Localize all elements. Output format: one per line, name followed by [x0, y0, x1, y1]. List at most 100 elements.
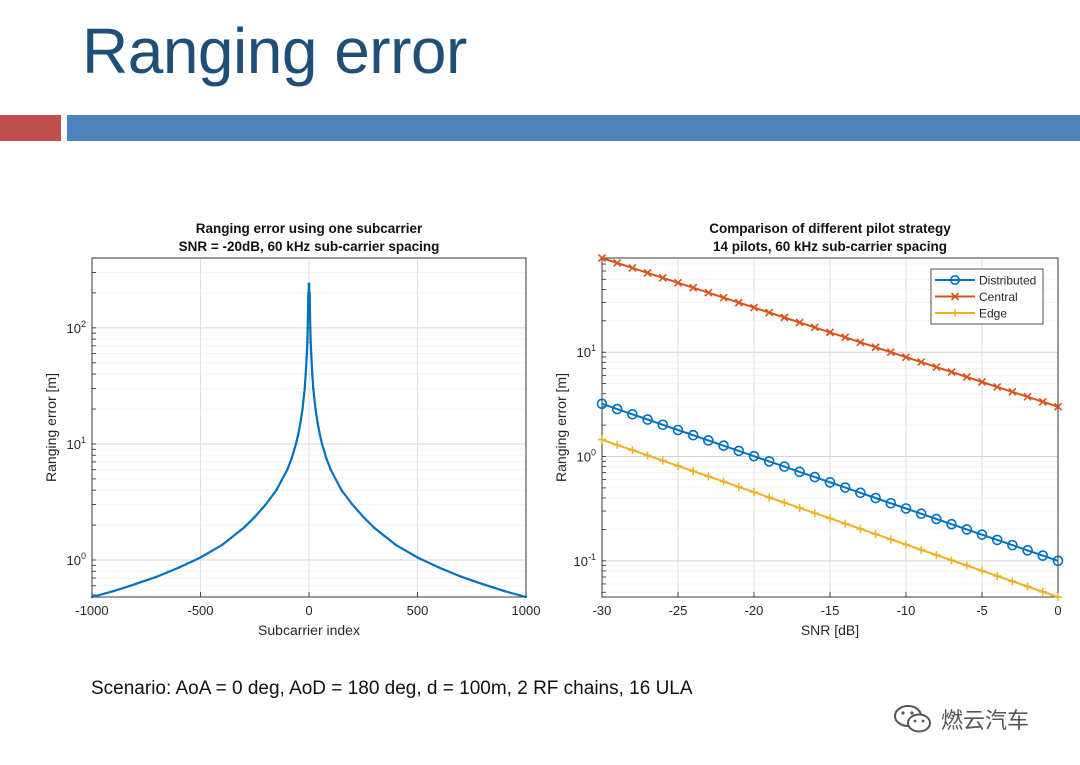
left-data-point [329, 468, 332, 471]
right-axes-box [601, 257, 1059, 598]
marker-central [689, 283, 698, 292]
marker-edge [1008, 577, 1017, 586]
left-data-point [308, 317, 311, 320]
left-data-point [221, 543, 224, 547]
left-data-point [311, 372, 314, 376]
marker-edge [689, 467, 698, 476]
left-data-point [301, 407, 304, 411]
left-data-point [309, 326, 312, 330]
marker-central [962, 372, 971, 382]
marker-edge [917, 545, 926, 554]
marker-central [901, 353, 911, 362]
right-x-tick-label: -30 [593, 603, 612, 618]
marker-distributed [596, 398, 608, 410]
marker-central [749, 303, 759, 312]
marker-edge [841, 519, 850, 528]
right-y-axis-label: Ranging error [m] [553, 373, 569, 482]
accent-bar-blue [67, 115, 1080, 141]
left-data-point [303, 387, 306, 390]
right-x-tick-label: -15 [821, 603, 840, 618]
marker-edge [598, 435, 606, 444]
right-title: Comparison of different pilot strategy [709, 221, 951, 236]
marker-edge [1038, 587, 1047, 596]
legend-marker-edge [951, 309, 959, 317]
left-data-point [320, 442, 324, 446]
marker-edge [734, 482, 743, 491]
legend-marker-central [950, 292, 960, 301]
watermark: 燃云汽车 [893, 703, 1029, 735]
legend-label-distributed: Distributed [979, 274, 1036, 288]
left-x-tick-label: 0 [305, 603, 312, 618]
right-legend: Distributed Central Edge [930, 268, 1044, 325]
left-data-point [90, 595, 94, 599]
left-data-point [351, 503, 354, 506]
marker-edge [765, 493, 774, 502]
right-x-tick-label: -5 [976, 603, 988, 618]
marker-edge [1054, 593, 1062, 601]
marker-distributed [779, 461, 790, 472]
marker-distributed [824, 477, 836, 488]
right-y-tick-label: 10-1 [574, 552, 596, 569]
left-data-point [309, 341, 312, 344]
marker-distributed [657, 419, 669, 431]
left-data-point [264, 503, 267, 506]
marker-central [1053, 402, 1063, 411]
marker-edge [628, 446, 637, 455]
marker-central [795, 318, 804, 327]
marker-edge [719, 477, 728, 486]
marker-central [825, 328, 835, 337]
left-data-point [325, 457, 328, 460]
left-data-point [416, 556, 419, 559]
marker-distributed [733, 445, 745, 457]
marker-central [947, 367, 956, 377]
marker-edge [962, 561, 971, 570]
marker-edge [704, 472, 713, 481]
marker-distributed [946, 518, 957, 530]
marker-edge [902, 540, 910, 549]
left-y-axis-label: Ranging error [m] [43, 373, 59, 482]
marker-central [810, 323, 819, 332]
marker-distributed [642, 414, 653, 425]
left-data-point [362, 515, 365, 519]
marker-edge [658, 456, 667, 465]
left-data-point [286, 468, 289, 471]
marker-edge [886, 535, 895, 544]
left-data-point [308, 306, 312, 309]
marker-central [871, 343, 880, 352]
left-subtitle: SNR = -20dB, 60 kHz sub-carrier spacing [179, 239, 440, 254]
left-y-tick-label: 100 [67, 551, 86, 568]
left-y-tick-label: 101 [67, 435, 86, 452]
right-y-tick-label: 100 [577, 448, 596, 465]
left-x-tick-label: 1000 [512, 603, 541, 618]
left-data-point [459, 575, 463, 578]
left-data-point [394, 543, 397, 547]
legend-label-central: Central [979, 290, 1018, 304]
left-data-point [438, 566, 441, 569]
slide-title: Ranging error [82, 15, 467, 87]
marker-central [841, 333, 850, 342]
marker-distributed [627, 408, 638, 420]
marker-edge [613, 440, 622, 449]
left-data-point [275, 488, 278, 492]
left-data-point [306, 326, 309, 330]
left-data-point [318, 433, 322, 436]
legend-marker-distributed [949, 274, 960, 285]
scenario-caption: Scenario: AoA = 0 deg, AoD = 180 deg, d … [91, 678, 693, 699]
left-data-point [312, 387, 315, 390]
legend-label-edge: Edge [979, 307, 1007, 321]
marker-central [932, 363, 941, 372]
marker-central [977, 377, 987, 387]
marker-edge [750, 488, 758, 497]
marker-distributed [703, 435, 714, 446]
left-x-tick-label: -1000 [75, 603, 108, 618]
right-x-tick-label: -20 [745, 603, 764, 618]
left-data-point [294, 442, 298, 446]
left-data-point [242, 526, 246, 529]
marker-central [856, 338, 865, 347]
marker-distributed [870, 492, 881, 504]
marker-distributed [991, 534, 1003, 546]
left-data-point [481, 582, 484, 586]
marker-edge [780, 498, 789, 507]
marker-central [719, 293, 728, 302]
